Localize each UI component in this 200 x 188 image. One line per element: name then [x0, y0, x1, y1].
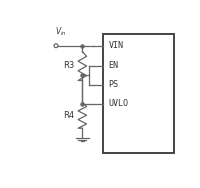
- Bar: [102, 34, 174, 153]
- Text: PS: PS: [109, 80, 119, 89]
- Text: $V_{in}$: $V_{in}$: [55, 26, 67, 39]
- Text: EN: EN: [109, 61, 119, 70]
- Text: VIN: VIN: [109, 41, 124, 50]
- Text: UVLO: UVLO: [109, 99, 129, 108]
- Text: R3: R3: [63, 61, 74, 70]
- Text: R4: R4: [63, 111, 74, 120]
